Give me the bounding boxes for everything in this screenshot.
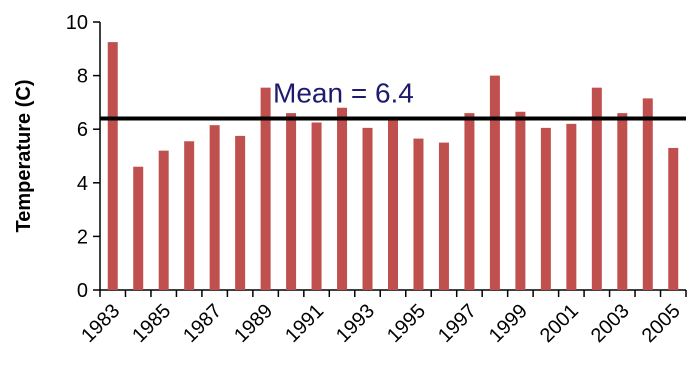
bar-1995 [413, 138, 424, 290]
bar-1985 [158, 150, 169, 290]
y-axis-title: Temperature (C) [13, 80, 35, 233]
x-tick-label: 1985 [128, 300, 175, 347]
x-tick-label: 1997 [434, 300, 481, 347]
y-tick-label: 2 [77, 226, 88, 248]
bar-1992 [337, 107, 348, 290]
x-tick-label: 1987 [179, 300, 226, 347]
bars [107, 42, 679, 291]
bar-1990 [286, 113, 297, 291]
y-tick-label: 0 [77, 280, 88, 302]
bar-1997 [464, 113, 475, 291]
x-tick-label: 2005 [638, 300, 685, 347]
bar-1989 [260, 87, 271, 290]
x-tick-label: 1995 [383, 300, 430, 347]
bar-1998 [489, 75, 500, 290]
y-axis: 0 2 4 6 8 10 [66, 12, 101, 302]
bar-1993 [362, 127, 373, 290]
bar-1996 [438, 142, 449, 290]
bar-2001 [566, 123, 577, 290]
x-tick-label: 1991 [281, 300, 328, 347]
y-tick-label: 6 [77, 119, 88, 141]
bar-1986 [184, 141, 195, 290]
bar-2003 [617, 113, 628, 291]
bar-1991 [311, 122, 322, 290]
x-tick-label: 1983 [77, 300, 124, 347]
x-tick-label: 2003 [587, 300, 634, 347]
x-tick-label: 2001 [536, 300, 583, 347]
bar-2002 [591, 87, 602, 290]
x-tick-label: 1993 [332, 300, 379, 347]
bar-1987 [209, 125, 220, 291]
y-tick-label: 4 [77, 173, 88, 195]
bar-2005 [668, 147, 679, 290]
x-tick-label: 1989 [230, 300, 277, 347]
x-tick-label: 1999 [485, 300, 532, 347]
mean-label: Mean = 6.4 [273, 77, 414, 108]
bar-1999 [515, 111, 526, 290]
y-tick-label: 10 [66, 12, 88, 34]
x-axis: 1983 1985 1987 1989 1991 1993 1995 1997 1999 2001… [77, 289, 687, 347]
bar-1988 [235, 135, 246, 290]
bar-1984 [133, 166, 144, 290]
y-tick-label: 8 [77, 66, 88, 88]
bar-2004 [642, 98, 653, 290]
bar-1983 [107, 42, 118, 290]
bar-1994 [388, 118, 398, 290]
bar-2000 [540, 127, 551, 290]
